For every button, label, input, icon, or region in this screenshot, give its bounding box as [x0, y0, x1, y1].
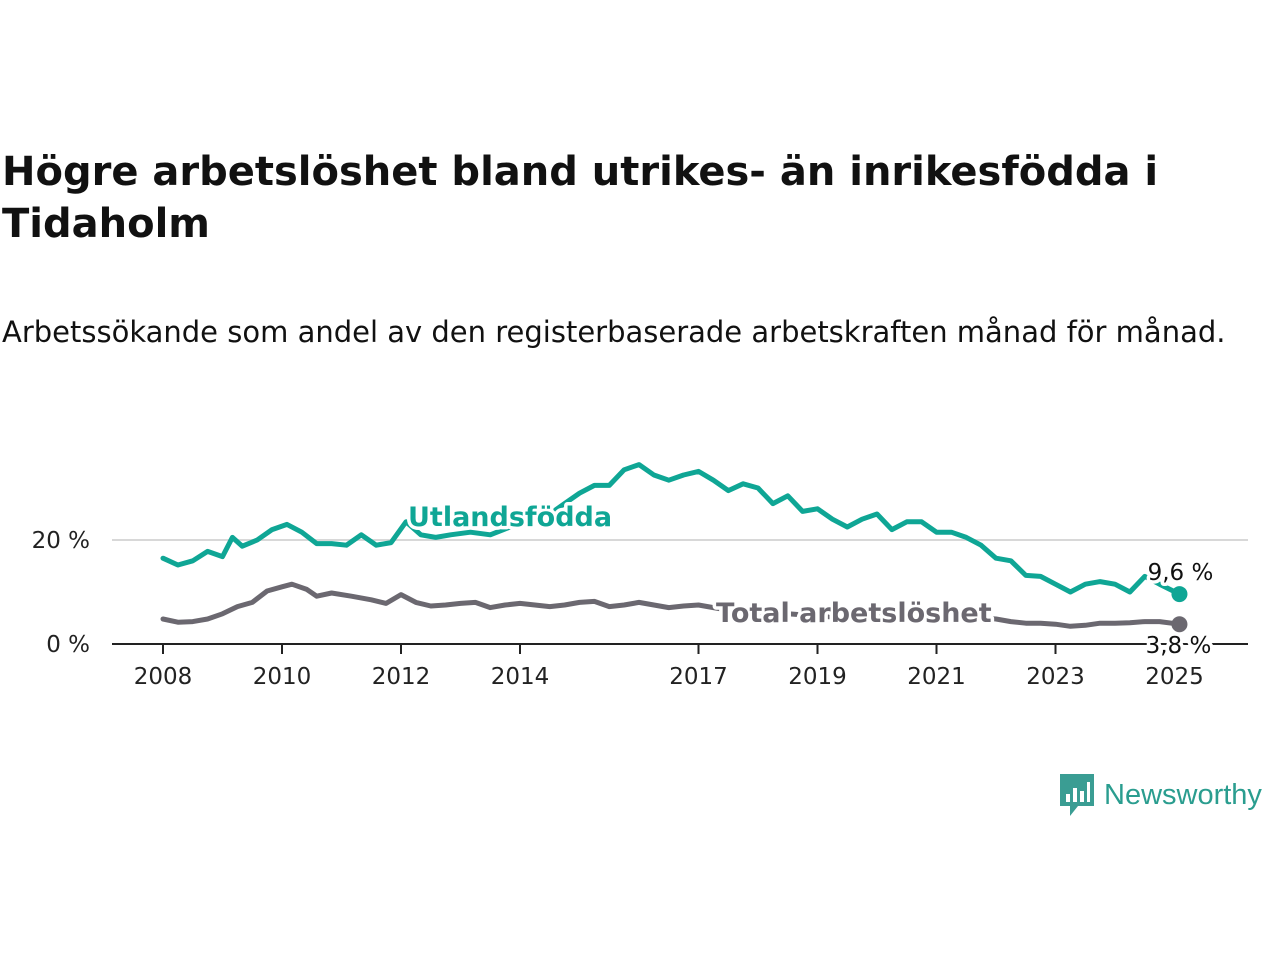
x-tick-label: 2008 [134, 664, 193, 690]
chart-subtitle: Arbetssökande som andel av den registerb… [2, 315, 1226, 349]
line-chart: 0 % 20 % 2008 2010 2012 2014 2017 2019 2021 2023 2… [32, 462, 1248, 690]
series-label-foreign-halo: Utlandsfödda [408, 502, 612, 533]
series-end-point-total [1171, 616, 1188, 633]
series-line-foreign [160, 462, 1182, 597]
newsworthy-logo: Newsworthy [1058, 772, 1262, 818]
end-label-total: 3,8 % [1146, 633, 1212, 659]
x-tick-label: 2023 [1026, 664, 1085, 690]
bar-chart-logo-icon [1060, 774, 1094, 816]
x-tick-label: 2025 [1145, 664, 1204, 690]
series-line-total [160, 581, 1182, 629]
x-tick-label: 2012 [372, 664, 431, 690]
y-tick-label: 0 % [46, 632, 90, 658]
chart-title: Högre arbetslöshet bland utrikes- än inr… [2, 149, 1159, 247]
end-label-total-halo: 3,8 % [1146, 633, 1212, 659]
x-tick-label: 2017 [669, 664, 728, 690]
y-tick-label: 20 % [32, 528, 90, 554]
x-tick-label: 2010 [253, 664, 312, 690]
axis-layer: 0 % 20 % 2008 2010 2012 2014 2017 2019 2021 2023 2… [32, 528, 1248, 690]
series-label-total-halo: Total arbetslöshet [716, 598, 992, 629]
series-layer [160, 462, 1188, 633]
end-label-foreign-halo: 9,6 % [1148, 560, 1214, 586]
x-tick-label: 2014 [491, 664, 550, 690]
series-label-total: Total arbetslöshet [716, 598, 992, 629]
x-tick-label: 2019 [788, 664, 847, 690]
series-end-point-foreign [1171, 586, 1188, 603]
end-label-foreign: 9,6 % [1148, 560, 1214, 586]
brand-name: Newsworthy [1104, 778, 1262, 811]
series-label-foreign: Utlandsfödda [408, 502, 612, 533]
x-tick-label: 2021 [907, 664, 966, 690]
